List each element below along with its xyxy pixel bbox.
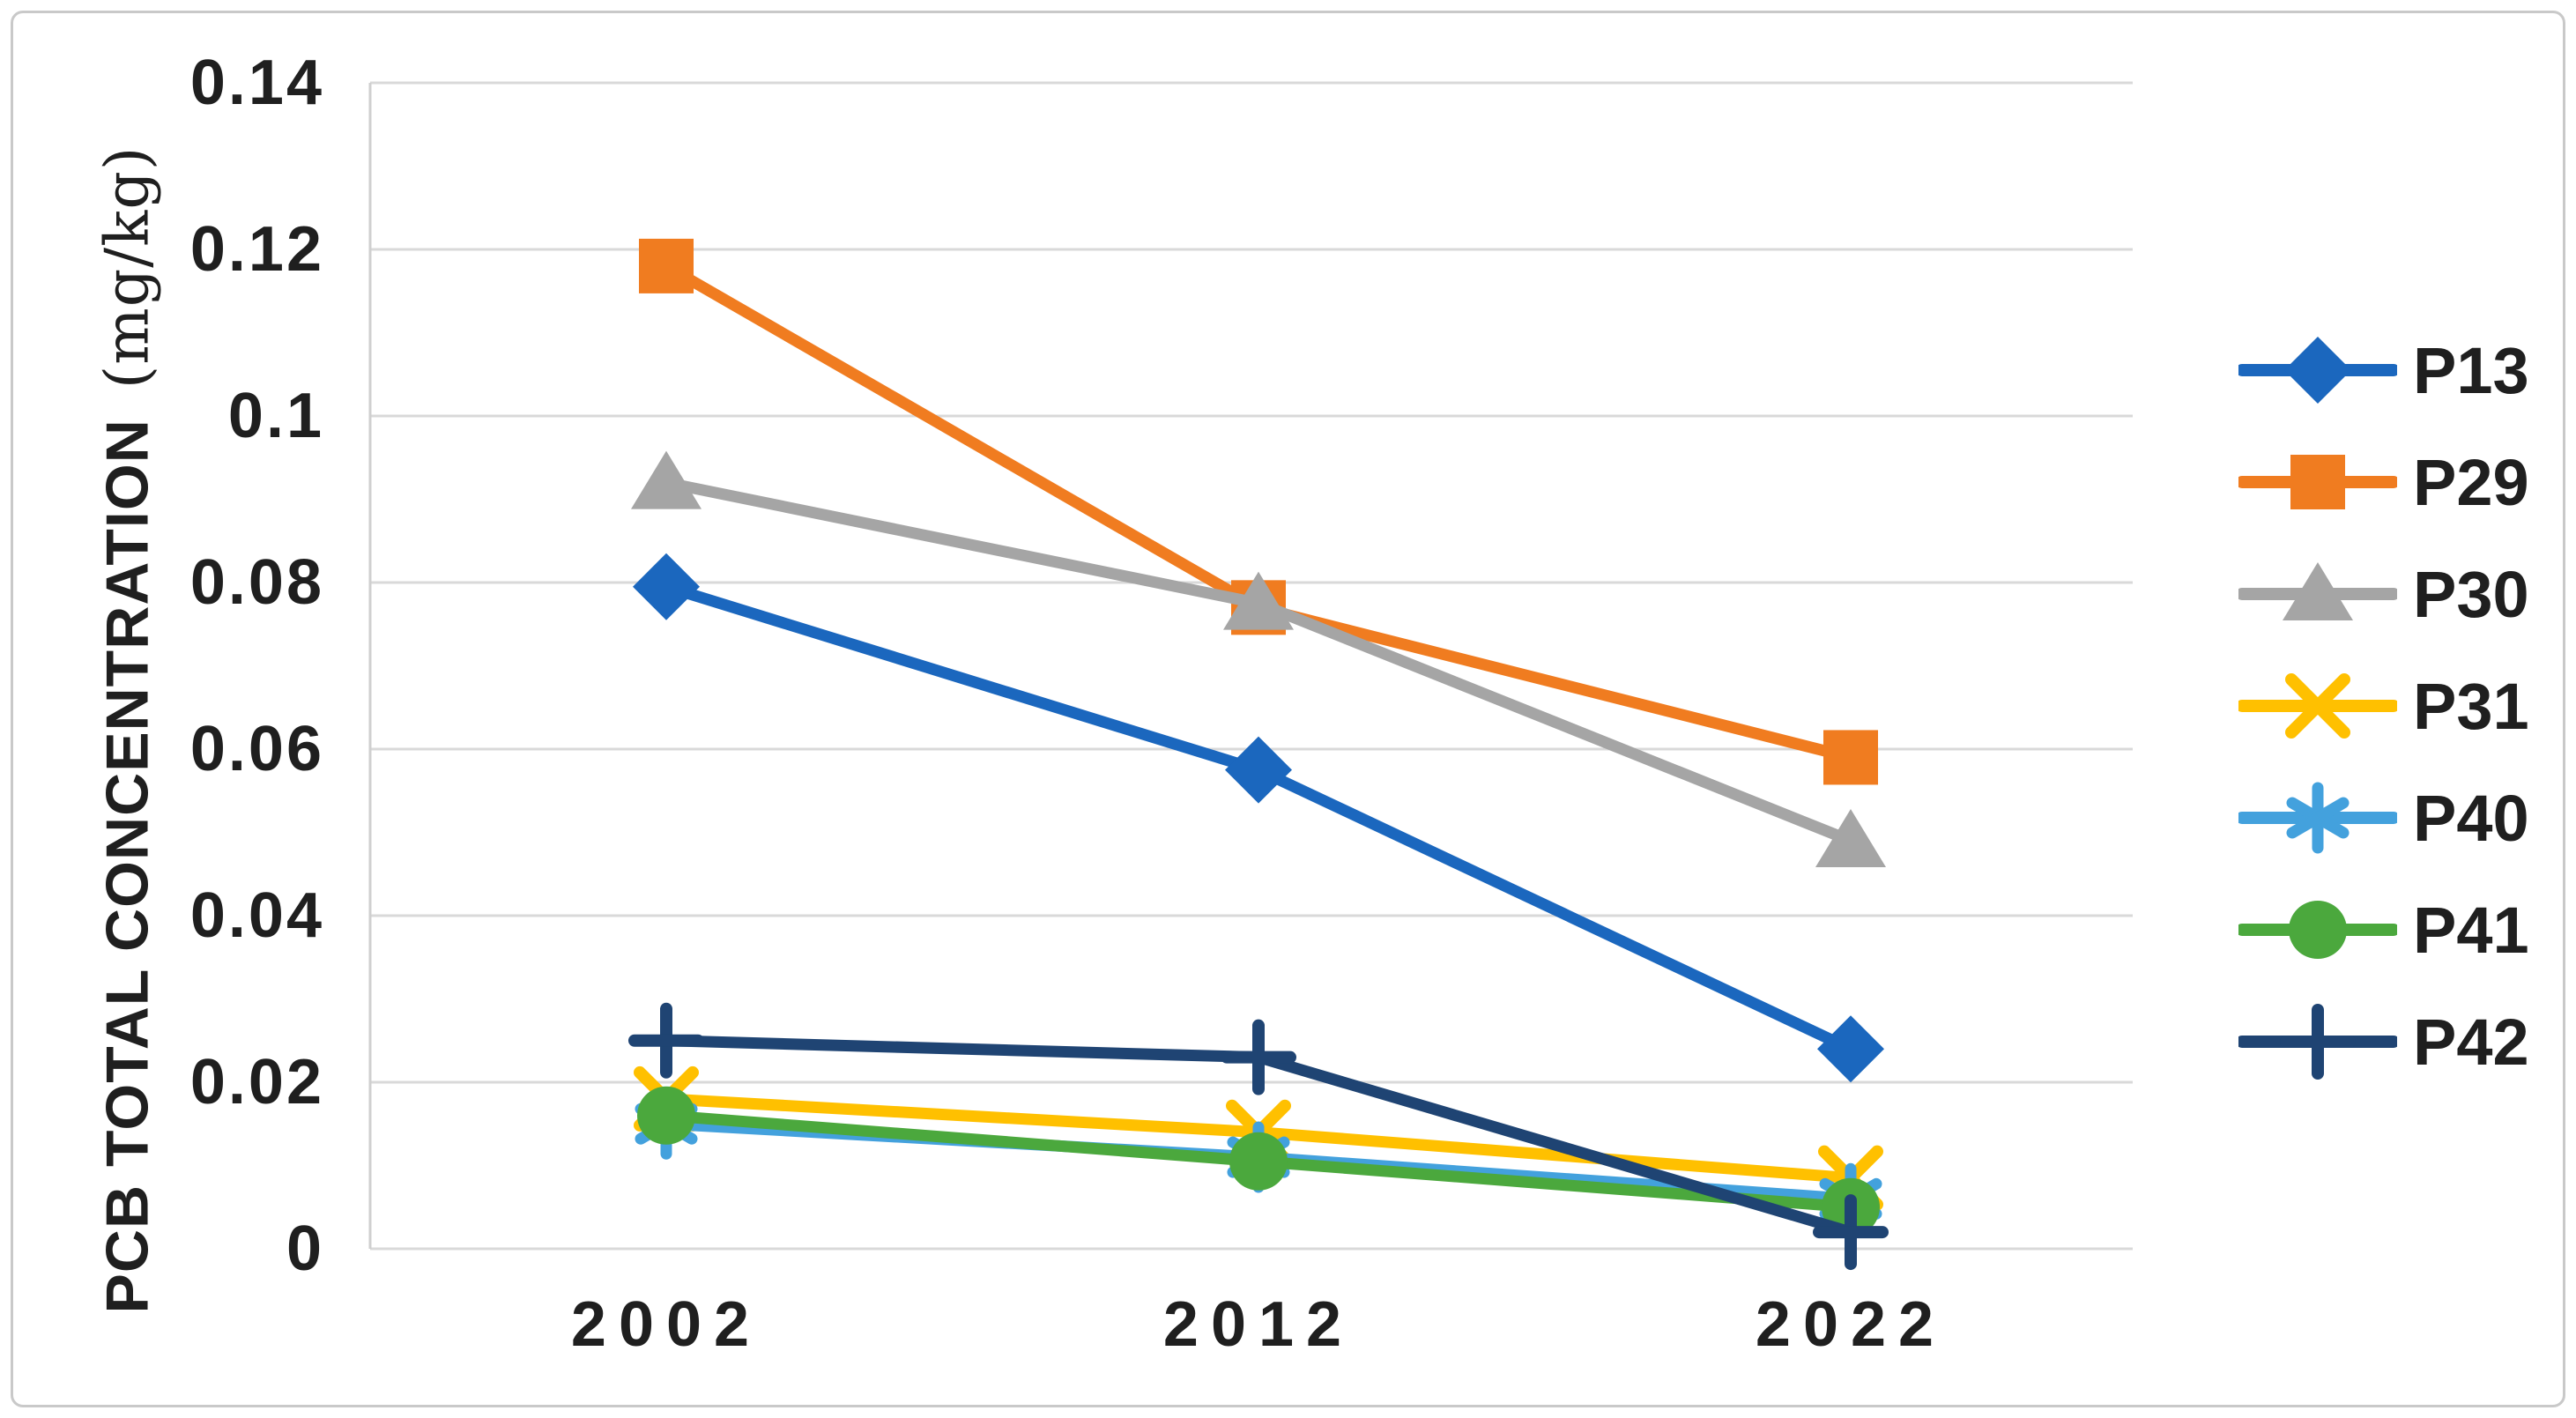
- marker-P42-2022: [1813, 1194, 1889, 1271]
- marker-P42-2002: [628, 1002, 704, 1079]
- legend-label: P31: [2413, 669, 2529, 743]
- legend-item-P30: P30: [2238, 553, 2529, 635]
- legend-key-P40: [2238, 782, 2397, 854]
- y-tick-label: 0.1: [227, 381, 324, 451]
- legend-item-P40: P40: [2238, 777, 2529, 858]
- legend-item-P13: P13: [2238, 330, 2529, 411]
- legend-marker-P29: [2290, 455, 2345, 509]
- marker-P13-2002: [633, 553, 700, 620]
- legend-label: P29: [2413, 445, 2529, 519]
- legend-marker-P31: [2285, 673, 2350, 739]
- marker-P41-2012: [1229, 1132, 1288, 1191]
- x-tick-label: 2002: [570, 1289, 762, 1360]
- legend-key-P41: [2238, 901, 2397, 959]
- legend-key-P42: [2238, 1004, 2397, 1080]
- y-tick-label: 0.08: [189, 547, 324, 618]
- legend-key-P29: [2238, 455, 2397, 509]
- marker-P13-2022: [1817, 1015, 1884, 1083]
- legend-key-P13: [2238, 337, 2397, 404]
- marker-P42-2012: [1221, 1019, 1296, 1095]
- legend-label: P30: [2413, 557, 2529, 631]
- legend-item-P29: P29: [2238, 442, 2529, 523]
- legend-key-P31: [2238, 673, 2397, 739]
- x-tick-label: 2012: [1162, 1289, 1355, 1360]
- legend-marker-P42: [2280, 1004, 2356, 1080]
- legend-item-P41: P41: [2238, 889, 2529, 970]
- legend-label: P41: [2413, 893, 2529, 967]
- y-tick-label: 0.02: [189, 1047, 324, 1117]
- legend-key-P30: [2238, 562, 2397, 620]
- legend-marker-P40: [2286, 782, 2350, 854]
- y-tick-label: 0.04: [189, 880, 324, 951]
- marker-P29-2002: [639, 238, 694, 293]
- marker-stroke: [2285, 673, 2350, 739]
- legend-label: P40: [2413, 781, 2529, 855]
- marker-P30-2022: [1815, 808, 1886, 867]
- series-line-P29: [660, 260, 1857, 763]
- marker-P13-2012: [1225, 736, 1292, 804]
- marker-P41-2002: [637, 1086, 695, 1145]
- y-tick-label: 0.06: [189, 714, 324, 784]
- legend-item-P42: P42: [2238, 1001, 2529, 1082]
- legend-label: P13: [2413, 333, 2529, 407]
- legend-marker-P30: [2283, 562, 2353, 620]
- series-line-P13: [660, 581, 1857, 1055]
- y-tick-label: 0: [286, 1214, 324, 1284]
- legend-marker-P41: [2289, 901, 2347, 959]
- y-tick-label: 0.14: [189, 48, 324, 118]
- legend-marker-P13: [2284, 337, 2351, 404]
- marker-P30-2012: [1223, 571, 1294, 630]
- legend-label: P42: [2413, 1005, 2529, 1079]
- y-tick-label: 0.12: [189, 214, 324, 285]
- marker-P30-2002: [631, 450, 702, 509]
- legend-item-P31: P31: [2238, 665, 2529, 746]
- marker-stroke: [2286, 797, 2350, 839]
- marker-P29-2022: [1823, 730, 1878, 785]
- x-tick-label: 2022: [1755, 1289, 1947, 1360]
